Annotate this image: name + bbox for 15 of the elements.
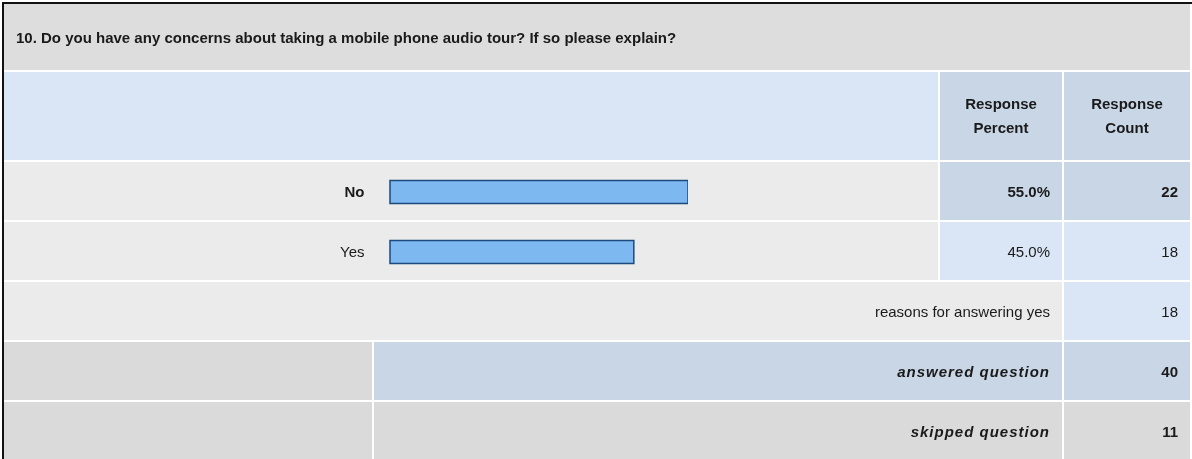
- text: skipped question: [374, 402, 1064, 459]
- text: reasons for answering yes: [4, 282, 1064, 342]
- data-label: 55.0%: [940, 162, 1064, 222]
- data-label: 45.0%: [940, 222, 1064, 282]
- text: 22: [1064, 162, 1192, 222]
- text: 11: [1064, 402, 1192, 459]
- text: Response Count: [1064, 72, 1192, 162]
- chart-title: 10. Do you have any concerns about taking a mobile phone audio tour? If so please explain?: [4, 4, 1192, 72]
- text: answered question: [374, 342, 1064, 402]
- text: 18: [1064, 282, 1192, 342]
- text: 40: [1064, 342, 1192, 402]
- y-tick-label: Yes: [340, 243, 365, 260]
- text: 18: [1064, 222, 1192, 282]
- y-tick-label: No: [344, 183, 365, 200]
- text: Response Percent: [940, 72, 1064, 162]
